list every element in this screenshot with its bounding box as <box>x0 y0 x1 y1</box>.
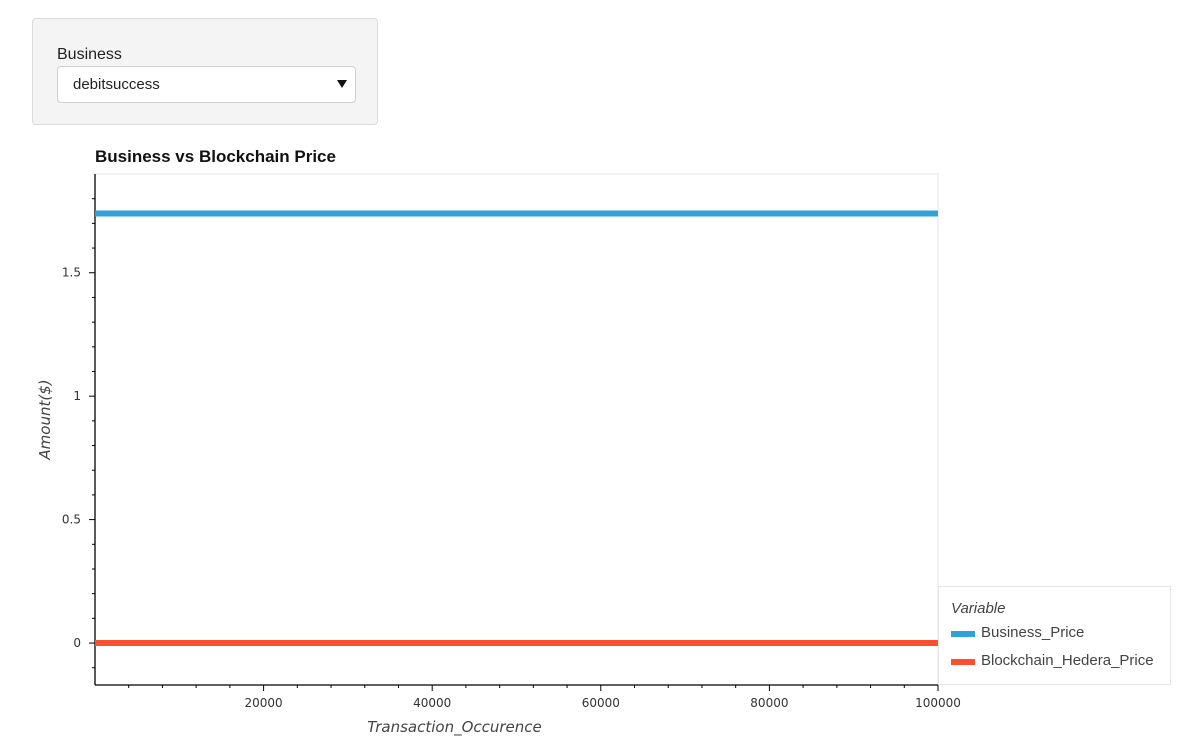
x-tick-label: 60000 <box>582 696 620 710</box>
business-label: Business <box>57 46 122 63</box>
x-tick-label: 40000 <box>413 696 451 710</box>
y-tick-label: 1 <box>73 389 81 403</box>
y-axis-label: Amount($) <box>36 379 54 460</box>
x-tick-label: 20000 <box>245 696 283 710</box>
chart-legend: Variable Business_Price Blockchain_Heder… <box>938 586 1171 685</box>
legend-label-business-price: Business_Price <box>981 624 1085 641</box>
y-tick-label: 0.5 <box>62 513 81 527</box>
business-selector-panel: Business debitsuccess <box>32 18 378 125</box>
x-tick-label: 100000 <box>915 696 961 710</box>
legend-swatch-business-price <box>951 631 975 637</box>
business-select-value: debitsuccess <box>73 76 160 93</box>
y-tick-label: 0 <box>73 636 81 650</box>
x-tick-label: 80000 <box>750 696 788 710</box>
business-select[interactable]: debitsuccess <box>57 66 356 103</box>
dropdown-caret-icon[interactable] <box>337 80 347 88</box>
legend-label-blockchain-price: Blockchain_Hedera_Price <box>981 652 1154 669</box>
chart-title: Business vs Blockchain Price <box>95 147 336 166</box>
legend-title: Variable <box>951 600 1006 617</box>
legend-swatch-blockchain-price <box>951 659 975 665</box>
x-axis-label: Transaction_Occurence <box>367 718 542 737</box>
y-tick-label: 1.5 <box>62 266 81 280</box>
plot-area <box>94 173 939 686</box>
